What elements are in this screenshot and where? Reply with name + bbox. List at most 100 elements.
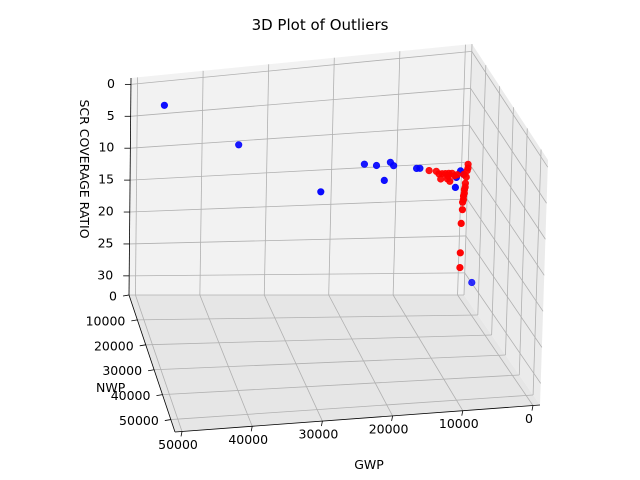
grid-line-z <box>464 272 542 384</box>
scatter-point <box>458 206 467 214</box>
grid-line-z <box>130 161 469 181</box>
grid-line-y <box>145 334 492 346</box>
grid-line-y <box>505 107 514 356</box>
y-axis-label: NWP <box>96 380 126 395</box>
grid-line-z <box>129 235 466 245</box>
grid-line-x <box>392 51 401 296</box>
tick-labels: 0 10000 20000 30000 40000 50000 0 10000 20000 300… <box>86 76 533 452</box>
scatter-point <box>416 164 424 172</box>
y-tick-mark <box>148 369 155 372</box>
y-axis-line <box>128 294 176 433</box>
grid-line-x <box>199 70 204 296</box>
y-tick-mark <box>122 294 130 297</box>
scatter-point <box>468 278 476 287</box>
y-tick-label: 10000 <box>86 313 126 328</box>
y-tick-label: 20000 <box>94 338 134 353</box>
grid-line-y <box>137 314 478 321</box>
scatter-point <box>451 183 460 191</box>
scatter-point <box>235 141 243 149</box>
grid-line-y <box>170 394 534 420</box>
grid-line-z <box>130 87 471 117</box>
grid-line-x <box>392 294 464 411</box>
y-tick-mark <box>131 319 138 322</box>
grid-line-x <box>199 294 253 427</box>
grid-line-z <box>467 161 545 276</box>
z-tick-label: 20 <box>98 204 114 219</box>
grid-line-z <box>465 235 543 348</box>
y-tick-label: 40000 <box>111 388 151 403</box>
scatter-point <box>380 176 388 184</box>
x-tick-mark <box>391 415 393 421</box>
scatter-point <box>425 167 433 175</box>
grid-line-z <box>471 51 549 168</box>
back-pane <box>129 44 472 295</box>
grid-line-x <box>328 294 393 417</box>
y-tick-mark <box>156 394 163 397</box>
scatter-point <box>160 101 168 109</box>
grid-line-z <box>130 50 472 85</box>
scatter-point <box>317 188 325 196</box>
x-axis-label: GWP <box>354 457 384 472</box>
grid-line-y <box>162 374 520 396</box>
axis-lines <box>122 77 541 437</box>
y-tick-mark <box>164 419 171 421</box>
scatter-point <box>456 264 464 272</box>
y-tick-label: 30000 <box>102 363 142 378</box>
grid-line-y <box>491 86 501 336</box>
z-axis-line <box>128 77 132 296</box>
grid-line-z <box>129 198 468 213</box>
grid-line-z <box>469 124 546 240</box>
z-tick-label: 10 <box>98 140 114 155</box>
data-points <box>160 101 476 287</box>
scatter-point <box>457 219 465 227</box>
grid-line-z <box>466 198 544 312</box>
scatter-point <box>372 161 381 170</box>
scatter-point <box>453 171 461 179</box>
grid-line-z <box>129 272 465 277</box>
scatter-point <box>456 249 464 257</box>
z-tick-label: 15 <box>98 172 114 187</box>
grid-line-x <box>457 294 534 406</box>
floor-pane <box>129 295 540 432</box>
y-tick-label: 0 <box>109 289 117 304</box>
x-tick-label: 50000 <box>158 437 198 452</box>
y-tick-mark <box>139 344 146 347</box>
grid-line-x <box>135 77 138 296</box>
grid-line-z <box>130 124 470 149</box>
grid-line-x <box>263 294 323 422</box>
x-tick-label: 40000 <box>228 432 268 447</box>
z-axis-label: SCR COVERAGE RATIO <box>77 99 92 238</box>
grid-line-x <box>263 64 270 296</box>
axes-panes <box>129 44 548 432</box>
grid-line-x <box>135 294 183 432</box>
x-axis-line <box>174 404 541 433</box>
x-tick-mark <box>250 426 253 432</box>
grid-line-y <box>154 354 506 371</box>
grid-line-z <box>470 88 547 204</box>
x-tick-label: 30000 <box>299 427 339 442</box>
x-tick-mark <box>180 431 183 437</box>
scatter-point <box>360 160 369 168</box>
grid-line-x <box>328 57 335 296</box>
x-tick-mark <box>531 405 534 411</box>
z-tick-label: 25 <box>98 235 114 250</box>
scatter-point <box>459 198 467 206</box>
scatter-point <box>462 173 470 181</box>
grid-line-y <box>477 65 487 316</box>
chart-title: 3D Plot of Outliers <box>252 16 389 34</box>
scatter-point <box>464 160 472 168</box>
x-tick-mark <box>461 410 464 416</box>
x-tick-mark <box>321 421 323 427</box>
z-tick-label: 0 <box>107 76 115 91</box>
x-tick-label: 10000 <box>439 416 479 431</box>
x-tick-label: 20000 <box>369 421 409 436</box>
grid-line-y <box>532 149 542 396</box>
z-tick-label: 5 <box>107 108 115 123</box>
grid-line-y <box>518 128 528 376</box>
z-tick-label: 30 <box>97 267 113 282</box>
scatter-point <box>437 175 445 183</box>
scatter-point <box>390 162 398 170</box>
y-tick-label: 50000 <box>119 413 159 428</box>
scatter-point <box>446 177 454 185</box>
